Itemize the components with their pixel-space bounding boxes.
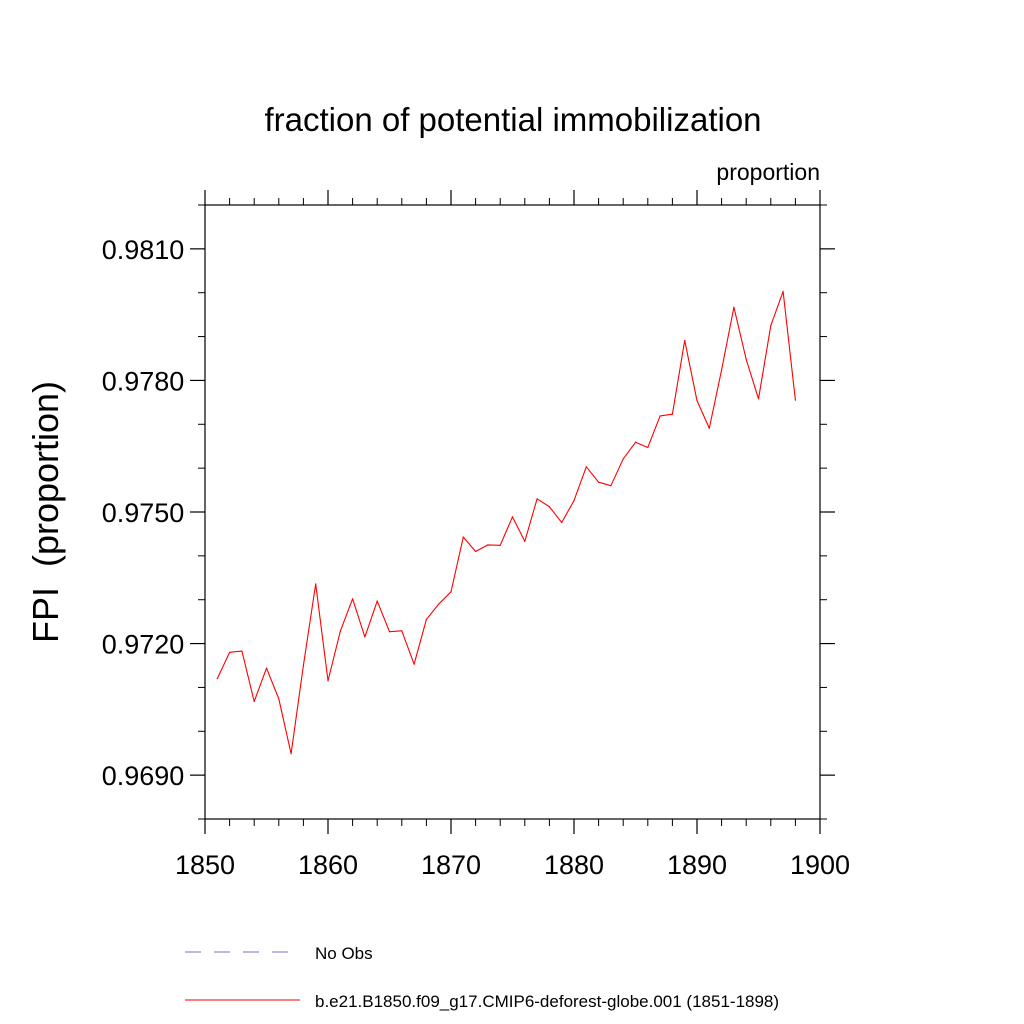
data-point [770, 325, 772, 327]
data-point [782, 290, 784, 292]
y-tick-labels: 0.9690 0.9720 0.9750 0.9780 0.9810 [102, 235, 185, 791]
data-point [487, 544, 489, 546]
x-tick-label: 1900 [790, 850, 850, 880]
data-point [462, 536, 464, 538]
data-point [561, 521, 563, 524]
data-point [499, 544, 501, 546]
data-point [388, 631, 391, 633]
data-point [438, 603, 440, 605]
legend-label-no-obs: No Obs [315, 944, 373, 963]
series-layer [216, 290, 797, 755]
x-tick-label: 1850 [175, 850, 235, 880]
x-tick-label: 1880 [544, 850, 604, 880]
units-label: proportion [716, 159, 820, 185]
major-ticks [190, 190, 835, 834]
data-point [573, 500, 575, 502]
x-tick-labels: 1850 1860 1870 1880 1890 1900 [175, 850, 850, 880]
data-point [548, 506, 551, 508]
data-point [745, 358, 747, 360]
data-point [696, 400, 698, 402]
data-point [757, 398, 760, 400]
x-tick-label: 1870 [421, 850, 481, 880]
data-point [425, 618, 427, 621]
data-point [721, 369, 723, 371]
data-point [524, 540, 526, 542]
data-point [671, 413, 674, 415]
data-point [216, 678, 218, 680]
data-point [598, 481, 600, 483]
y-tick-label: 0.9810 [102, 235, 185, 265]
data-point [585, 466, 587, 468]
legend: No Obs b.e21.B1850.f09_g17.CMIP6-defores… [185, 944, 779, 1011]
y-tick-label: 0.9750 [102, 498, 185, 528]
data-point [327, 680, 329, 682]
series-line-1 [216, 290, 796, 755]
data-point [536, 498, 538, 500]
data-point [352, 598, 354, 600]
data-point [634, 441, 637, 443]
minor-ticks [198, 198, 827, 826]
data-point [253, 700, 255, 703]
y-tick-label: 0.9690 [102, 761, 185, 791]
data-point [708, 427, 710, 429]
data-point [413, 663, 415, 665]
data-point [376, 600, 378, 602]
data-point [659, 415, 661, 417]
x-tick-label: 1890 [667, 850, 727, 880]
data-point [229, 651, 231, 653]
y-tick-label: 0.9780 [102, 366, 185, 396]
data-point [647, 446, 649, 449]
data-point [511, 516, 514, 518]
legend-label-model: b.e21.B1850.f09_g17.CMIP6-deforest-globe… [315, 992, 779, 1011]
y-axis-label: FPI (proportion) [25, 381, 66, 643]
data-point [610, 485, 612, 487]
data-point [401, 630, 403, 632]
chart-title: fraction of potential immobilization [264, 101, 761, 138]
data-point [302, 664, 304, 667]
data-point [733, 306, 735, 308]
data-point [364, 636, 366, 638]
data-point [265, 667, 268, 669]
data-point [794, 399, 797, 401]
data-point [475, 550, 477, 553]
y-tick-label: 0.9720 [102, 630, 185, 660]
data-point [290, 753, 292, 755]
data-point [339, 630, 341, 632]
data-point [241, 650, 243, 652]
data-point [622, 458, 624, 460]
plot-frame [204, 204, 821, 820]
data-point [315, 583, 317, 585]
x-tick-label: 1860 [298, 850, 358, 880]
data-point [278, 698, 280, 700]
data-point [684, 339, 686, 342]
data-point [450, 591, 452, 593]
